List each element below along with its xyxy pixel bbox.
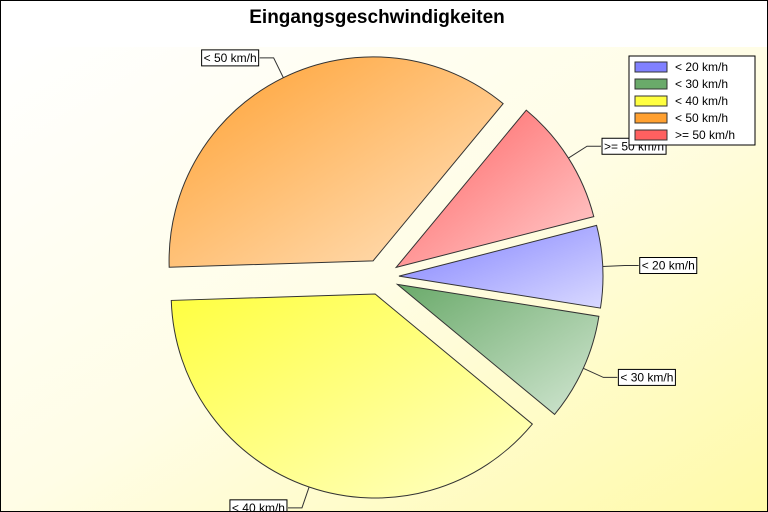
legend-label-lt-50-km-h: < 50 km/h [675, 111, 728, 125]
data-label-box-lt-20-km-h [639, 257, 698, 275]
legend-swatch-lt-40-km-h [634, 95, 668, 107]
leader-line-lt-20-km-h [602, 265, 639, 268]
legend-label-lt-30-km-h: < 30 km/h [675, 77, 728, 91]
pie-slice-lt-40-km-h [170, 293, 534, 499]
legend-swatch-lt-30-km-h [634, 78, 668, 90]
legend-swatch-lt-20-km-h [634, 61, 668, 73]
data-label-lt-40-km-h: < 40 km/h [232, 501, 285, 511]
data-label-lt-50-km-h: < 50 km/h [204, 51, 257, 65]
slices-layer [168, 56, 604, 499]
leader-line-gte-50-km-h [568, 145, 602, 159]
legend-swatch-lt-50-km-h [634, 112, 668, 124]
leader-line-lt-30-km-h [583, 367, 618, 378]
legend-label-lt-20-km-h: < 20 km/h [675, 60, 728, 74]
pie-slice-gte-50-km-h [394, 109, 595, 269]
leader-line-lt-50-km-h [259, 57, 284, 78]
labels-layer: < 20 km/h< 30 km/h< 40 km/h< 50 km/h>= 5… [201, 49, 698, 511]
pie-slice-lt-20-km-h [398, 224, 604, 309]
legend-label-gte-50-km-h: >= 50 km/h [675, 128, 735, 142]
data-label-lt-20-km-h: < 20 km/h [642, 259, 695, 273]
pie-slice-lt-50-km-h [168, 56, 504, 268]
data-label-box-lt-30-km-h [617, 368, 676, 386]
legend: < 20 km/h < 30 km/h < 40 km/h < 50 km/h >= 5… [628, 55, 756, 146]
chart-title: Eingangsgeschwindigkeiten [249, 7, 505, 28]
legend-label-lt-40-km-h: < 40 km/h [675, 94, 728, 108]
data-label-lt-30-km-h: < 30 km/h [620, 370, 673, 384]
data-label-box-lt-50-km-h [201, 49, 260, 67]
legend-swatch-gte-50-km-h [634, 129, 668, 141]
leader-line-lt-40-km-h [287, 486, 310, 509]
data-label-box-lt-40-km-h [229, 499, 288, 511]
